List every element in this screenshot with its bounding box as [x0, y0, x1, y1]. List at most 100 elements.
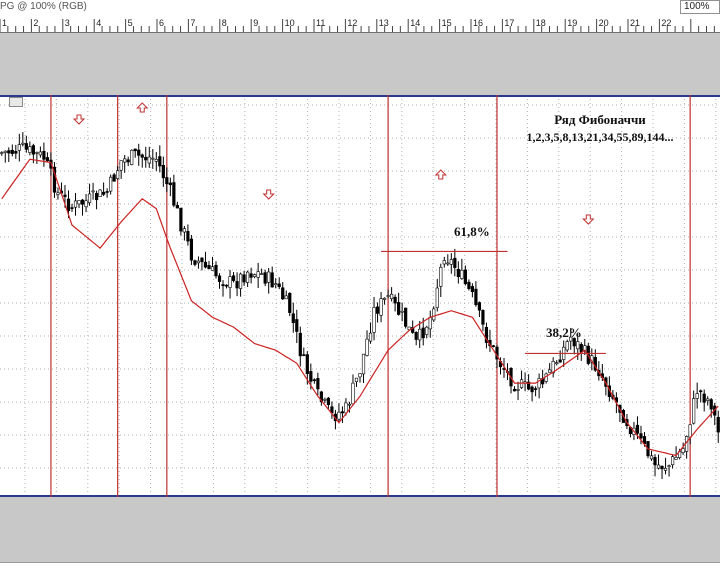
ruler-label: 9: [253, 18, 258, 28]
candle-body: [316, 378, 320, 390]
candle-body: [84, 200, 88, 208]
candle-body: [267, 271, 271, 283]
document-title: PG @ 100% (RGB): [0, 1, 87, 12]
candle-body: [302, 354, 306, 356]
candle-body: [354, 377, 359, 383]
candle-body: [246, 271, 250, 283]
candle-body: [112, 174, 116, 182]
candle-body: [667, 465, 671, 468]
zoom-level[interactable]: 100%: [680, 0, 720, 14]
candle-body: [263, 272, 267, 284]
candle-body: [382, 297, 387, 300]
candle-body: [681, 448, 685, 453]
candle-body: [407, 326, 411, 330]
candle-body: [421, 327, 425, 339]
candle-body: [572, 338, 576, 347]
ruler-label: 17: [504, 18, 514, 28]
candle-body: [98, 189, 102, 197]
candle-body: [214, 264, 218, 277]
candle-body: [284, 295, 288, 300]
price-chart: [0, 95, 720, 497]
document-title-bar: PG @ 100% (RGB) 100%: [0, 0, 720, 17]
candle-body: [474, 288, 478, 306]
candle-body: [558, 359, 562, 363]
candle-body: [291, 313, 295, 324]
candle-body: [295, 319, 299, 332]
candle-body: [530, 386, 534, 393]
candle-body: [80, 199, 85, 205]
ruler-label: 15: [442, 18, 452, 28]
candle-body: [73, 200, 78, 208]
candle-body: [692, 398, 696, 424]
arrow-down-icon: [72, 114, 86, 125]
candle-body: [14, 151, 18, 154]
candle-body: [91, 190, 95, 193]
level-382-label: 38,2%: [546, 325, 582, 340]
candle-body: [340, 411, 345, 414]
candle-body: [418, 328, 422, 341]
candle-body: [428, 317, 432, 330]
candle-body: [470, 286, 474, 293]
candle-body: [365, 338, 369, 356]
candle-body: [77, 200, 81, 205]
candle-body: [537, 378, 541, 389]
ruler-label: 3: [65, 18, 70, 28]
candle-body: [344, 402, 348, 414]
candle-body: [555, 362, 559, 365]
candle-body: [706, 398, 710, 401]
candle-body: [231, 275, 236, 281]
candle-body: [210, 266, 215, 271]
candle-body: [168, 182, 172, 186]
candle-body: [309, 371, 313, 382]
candle-body: [179, 207, 183, 232]
candle-body: [158, 156, 162, 167]
candle-body: [456, 268, 460, 277]
candle-body: [186, 231, 190, 242]
candle-body: [133, 148, 137, 152]
candle-body: [305, 354, 309, 375]
candle-body: [699, 390, 703, 393]
candle-body: [10, 149, 14, 154]
candle-body: [439, 266, 443, 287]
candle-body: [102, 191, 106, 195]
candle-body: [446, 262, 450, 265]
candle-body: [260, 273, 264, 275]
candle-body: [63, 194, 67, 197]
ruler-label: 7: [190, 18, 195, 28]
candle-body: [656, 464, 661, 469]
candle-body: [242, 274, 246, 283]
candle-body: [56, 192, 60, 195]
arrow-down-icon: [582, 214, 595, 225]
candle-body: [414, 332, 418, 340]
candle-body: [151, 157, 155, 160]
candle-body: [235, 281, 239, 289]
candle-body: [393, 296, 397, 304]
candle-body: [649, 455, 654, 460]
candle-body: [653, 457, 657, 466]
horizontal-ruler[interactable]: 1 2 3 4 5 6 7 8 9 10 11 12 13 14 15 16 17 18 19 20 21 22: [0, 16, 720, 33]
candle-body: [660, 465, 664, 470]
canvas-pasteboard-bottom: [0, 497, 720, 562]
ruler-label: 4: [96, 18, 101, 28]
candle-body: [288, 292, 292, 313]
candle-body: [253, 274, 257, 277]
candle-body: [21, 142, 25, 145]
chart-tool-icon[interactable]: [9, 97, 23, 107]
ruler-label: 19: [567, 18, 577, 28]
candle-body: [17, 144, 21, 151]
candle-body: [217, 275, 222, 282]
chart-canvas: [0, 95, 720, 497]
level-618-label: 61,8%: [454, 224, 490, 239]
candle-body: [695, 393, 699, 399]
candle-body: [238, 273, 243, 289]
candle-body: [639, 433, 643, 439]
candle-body: [281, 287, 285, 300]
candle-body: [709, 399, 713, 410]
candle-body: [172, 182, 176, 206]
candle-body: [326, 397, 330, 405]
arrow-up-icon: [136, 102, 149, 113]
ruler-label: 22: [661, 18, 671, 28]
candle-body: [119, 160, 123, 171]
ruler-label: 8: [222, 18, 227, 28]
candle-body: [460, 269, 464, 279]
